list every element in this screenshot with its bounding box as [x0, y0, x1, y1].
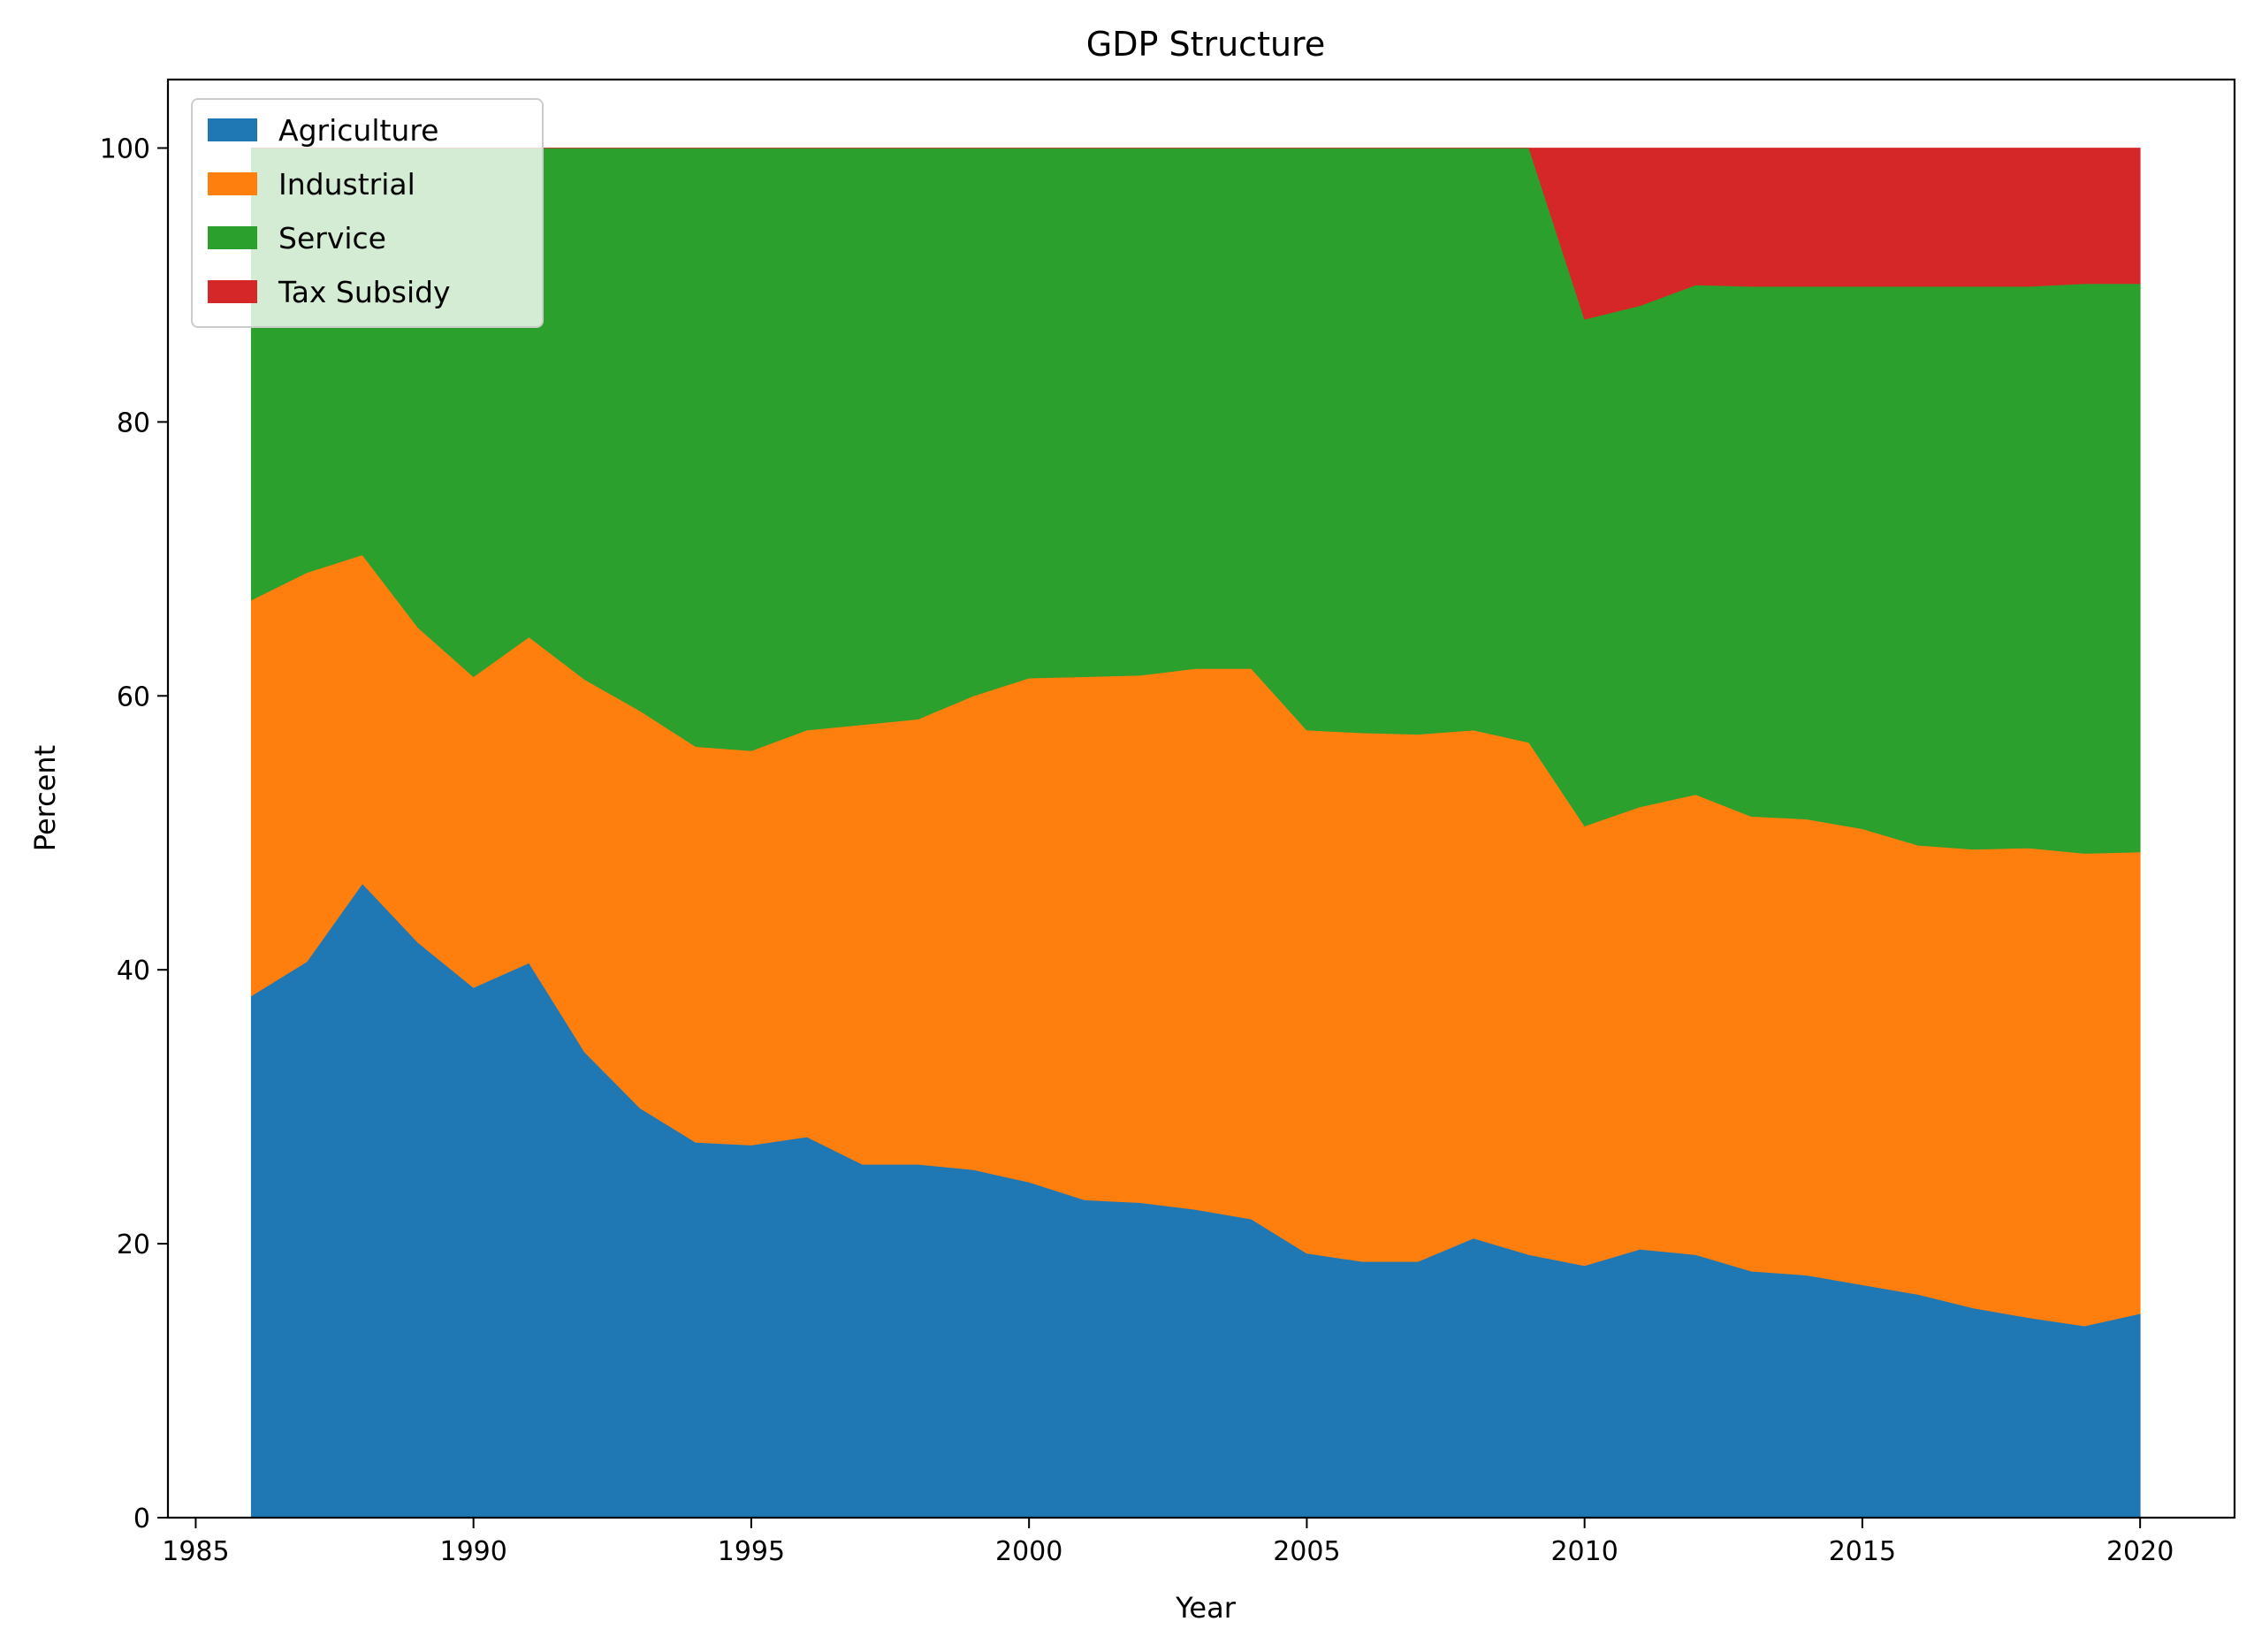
- y-tick-label: 20: [117, 1229, 150, 1260]
- x-tick-label: 2000: [995, 1536, 1062, 1567]
- legend-box: [191, 98, 544, 328]
- x-axis-label: Year: [1175, 1591, 1237, 1625]
- x-axis: 1985 1990 1995 2000 2005 2010 2015 2020: [162, 1518, 2174, 1567]
- legend-label: Tax Subsidy: [278, 275, 451, 309]
- legend-swatch: [208, 172, 257, 195]
- area-series-group: [250, 148, 2141, 1519]
- plot-frame: [166, 78, 2236, 1519]
- x-tick-label: 2005: [1273, 1536, 1340, 1567]
- legend-swatch: [208, 118, 257, 141]
- x-tick-label: 1995: [718, 1536, 785, 1567]
- y-tick-label: 60: [117, 681, 150, 712]
- legend-label: Agriculture: [278, 113, 438, 148]
- x-tick-label: 2020: [2106, 1536, 2174, 1567]
- x-tick-label: 1985: [162, 1536, 229, 1567]
- x-tick-label: 2015: [1829, 1536, 1896, 1567]
- legend-swatch: [208, 280, 257, 303]
- legend: Agriculture Industrial Service Tax Subsidy: [191, 98, 544, 328]
- y-tick-label: 40: [117, 955, 150, 986]
- chart-title: GDP Structure: [1086, 25, 1325, 64]
- x-tick-label: 2010: [1550, 1536, 1618, 1567]
- y-tick-label: 80: [117, 407, 150, 438]
- y-axis-label: Percent: [28, 745, 62, 851]
- x-tick-label: 1990: [439, 1536, 506, 1567]
- legend-label: Service: [278, 221, 386, 255]
- legend-label: Industrial: [278, 167, 415, 202]
- y-axis: 0 20 40 60 80 100: [100, 133, 168, 1534]
- legend-swatch: [208, 226, 257, 249]
- y-tick-label: 100: [100, 133, 150, 164]
- y-tick-label: 0: [133, 1504, 150, 1534]
- area-series-tax-subsidy: [251, 148, 2141, 320]
